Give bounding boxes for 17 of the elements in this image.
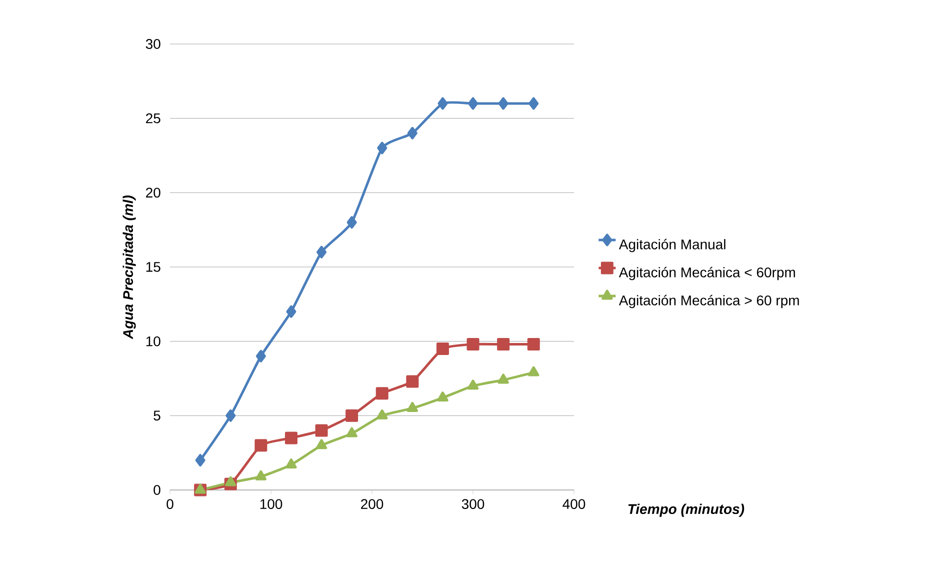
y-tick-label: 0 xyxy=(154,485,160,495)
x-tick-label: 300 xyxy=(462,499,484,510)
legend-label: Agitación Mecánica > 60 rpm xyxy=(618,294,799,308)
x-tick-label: 400 xyxy=(562,499,586,510)
y-tick-label: 30 xyxy=(146,39,160,49)
y-axis-title: Agua Precipitada (ml) xyxy=(122,195,136,340)
x-tick-label: 200 xyxy=(361,499,384,510)
x-tick-label: 0 xyxy=(166,499,174,510)
legend-label: Agitación Manual xyxy=(618,238,726,252)
y-tick-label: 10 xyxy=(146,336,160,346)
x-axis-title: Tiempo (minutos) xyxy=(628,504,744,517)
y-tick-label: 25 xyxy=(146,113,160,124)
y-tick-label: 5 xyxy=(154,410,160,421)
y-tick-label: 15 xyxy=(146,262,160,272)
x-tick-label: 100 xyxy=(260,499,282,510)
legend-label: Agitación Mecánica < 60rpm xyxy=(618,266,795,280)
y-tick-label: 20 xyxy=(146,188,160,198)
